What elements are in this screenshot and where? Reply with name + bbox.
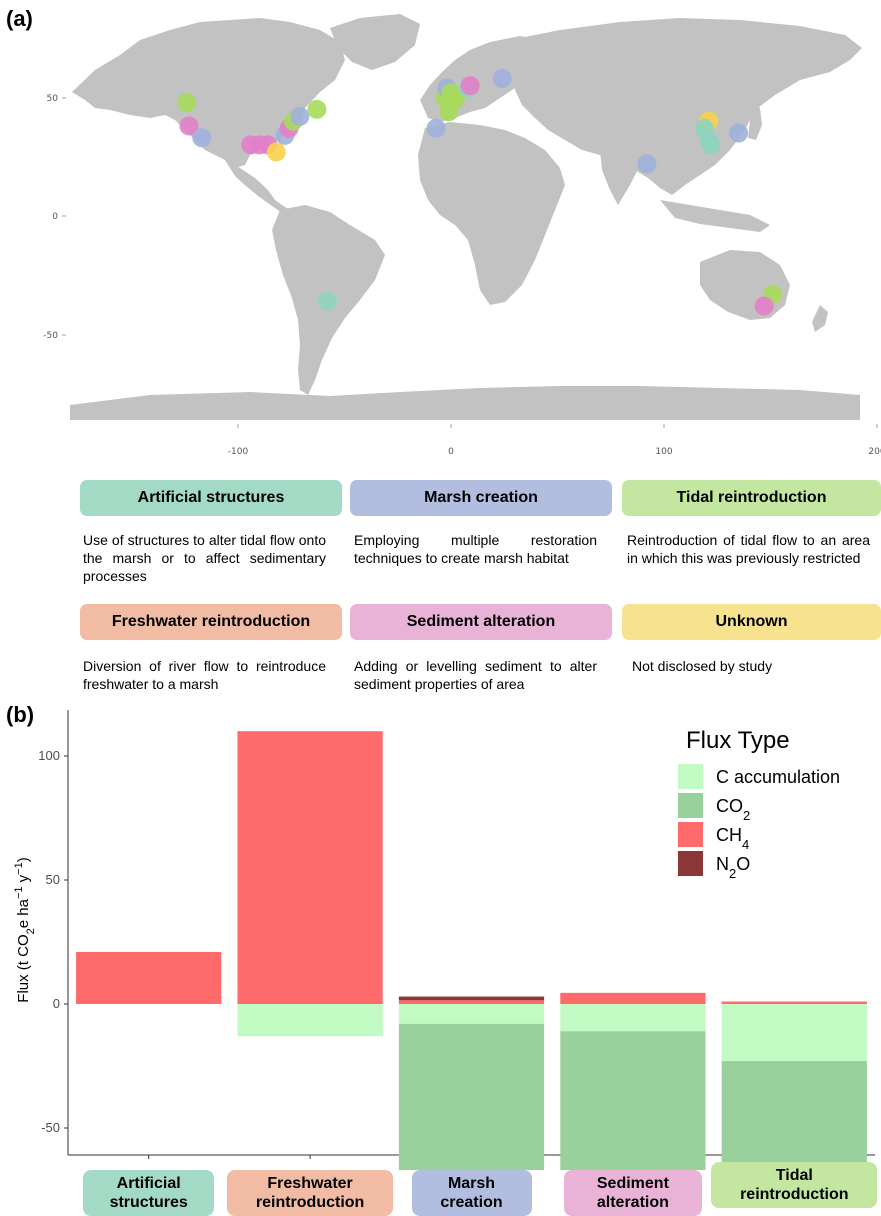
land-masses bbox=[70, 14, 862, 420]
map-ytick-50: 50 bbox=[47, 94, 59, 104]
legend-label: CH4 bbox=[716, 825, 749, 852]
category-sediment-alteration: Sediment alteration bbox=[350, 604, 612, 640]
chart-bars bbox=[76, 731, 867, 1170]
site-point-sediment bbox=[754, 296, 774, 316]
flux-bar-chart: -50 0 50 100 Flux (t CO2e ha−1 y−1) Flux Ty… bbox=[13, 710, 875, 1170]
panel-a-label: (a) bbox=[6, 6, 33, 31]
x-category-label: Freshwater reintroduction bbox=[227, 1170, 394, 1216]
north-america-landmass bbox=[72, 18, 345, 168]
y-tick-label: 100 bbox=[38, 748, 60, 763]
category-unknown: Unknown bbox=[622, 604, 881, 640]
y-tick-label: 0 bbox=[53, 996, 60, 1011]
central-america-landmass bbox=[225, 160, 290, 215]
x-category-label: Marsh creation bbox=[411, 1170, 532, 1216]
site-point-unknown bbox=[266, 142, 286, 162]
category-marsh-creation: Marsh creation bbox=[350, 480, 612, 516]
bar-segment bbox=[560, 1031, 706, 1170]
legend-label: N2O bbox=[716, 854, 750, 881]
legend-swatch bbox=[678, 822, 703, 847]
map-xtick-100: 100 bbox=[655, 447, 672, 457]
bar-segment bbox=[721, 1061, 867, 1170]
map-xtick-0: 0 bbox=[448, 447, 454, 457]
desc-freshwater-reintroduction: Diversion of river flow to reintroduce f… bbox=[83, 658, 326, 692]
map-xtick-neg100: -100 bbox=[228, 447, 249, 457]
legend-swatch bbox=[678, 851, 703, 876]
antarctica-landmass bbox=[70, 386, 860, 420]
x-category-label: Sediment alteration bbox=[563, 1170, 702, 1216]
bar-segment bbox=[560, 992, 706, 1004]
y-tick-label: -50 bbox=[41, 1120, 60, 1135]
bar-segment bbox=[398, 1004, 545, 1024]
india-landmass bbox=[600, 150, 640, 205]
site-point-artificial bbox=[701, 135, 721, 155]
bar-segment bbox=[398, 1000, 545, 1004]
site-point-tidal bbox=[177, 92, 197, 112]
bar-segment bbox=[398, 996, 545, 1001]
site-point-sediment bbox=[179, 116, 199, 136]
site-point-marsh bbox=[492, 69, 512, 89]
x-category-label: Tidal reintroduction bbox=[711, 1162, 878, 1208]
category-freshwater-reintroduction: Freshwater reintroduction bbox=[80, 604, 342, 640]
category-tidal-reintroduction: Tidal reintroduction bbox=[622, 480, 881, 516]
legend-label: C accumulation bbox=[716, 767, 840, 787]
desc-unknown: Not disclosed by study bbox=[632, 658, 773, 674]
australia-landmass bbox=[700, 250, 790, 320]
africa-landmass bbox=[418, 122, 565, 305]
site-point-marsh bbox=[729, 123, 749, 143]
map-x-axis: -100 0 100 200 bbox=[228, 424, 881, 457]
bar-segment bbox=[76, 951, 222, 1004]
site-point-artificial bbox=[317, 291, 337, 311]
legend-swatch bbox=[678, 793, 703, 818]
world-map: 50 0 -50 -100 0 100 200 bbox=[43, 14, 881, 457]
site-point-tidal bbox=[439, 102, 459, 122]
japan-landmass bbox=[748, 100, 762, 140]
map-y-axis: 50 0 -50 bbox=[43, 94, 66, 341]
greenland-landmass bbox=[330, 14, 420, 70]
legend-swatch bbox=[678, 764, 703, 789]
map-ytick-0: 0 bbox=[52, 212, 58, 222]
legend-title: Flux Type bbox=[686, 727, 790, 754]
desc-tidal-reintroduction: Reintroduction of tidal flow to an area … bbox=[627, 532, 870, 566]
site-point-marsh bbox=[637, 154, 657, 174]
desc-marsh-creation: Employing multiple restoration technique… bbox=[354, 532, 597, 566]
bar-segment bbox=[398, 1023, 545, 1170]
bar-segment bbox=[237, 1004, 383, 1037]
x-category-label: Artificial structures bbox=[83, 1170, 215, 1216]
bar-segment bbox=[237, 731, 383, 1004]
category-artificial-structures: Artificial structures bbox=[80, 480, 342, 516]
panel-b-label: (b) bbox=[6, 702, 35, 727]
site-point-marsh bbox=[192, 128, 212, 148]
study-site-points bbox=[177, 69, 783, 316]
map-xtick-200: 200 bbox=[868, 447, 881, 457]
bar-segment bbox=[560, 1004, 706, 1032]
site-point-marsh bbox=[290, 106, 310, 126]
y-tick-label: 50 bbox=[46, 872, 60, 887]
site-point-marsh bbox=[426, 118, 446, 138]
desc-artificial-structures: Use of structures to alter tidal flow on… bbox=[83, 532, 326, 584]
desc-sediment-alteration: Adding or levelling sediment to alter se… bbox=[354, 658, 597, 692]
indonesia-landmass bbox=[660, 200, 770, 232]
bar-segment bbox=[721, 1004, 867, 1062]
legend-label: CO2 bbox=[716, 796, 750, 823]
map-ytick-neg50: -50 bbox=[43, 331, 58, 341]
y-axis-label: Flux (t CO2e ha−1 y−1) bbox=[13, 857, 37, 1002]
new-zealand-landmass bbox=[812, 305, 828, 332]
site-point-tidal bbox=[307, 99, 327, 119]
site-point-sediment bbox=[460, 76, 480, 96]
bar-segment bbox=[721, 1001, 867, 1004]
asia-landmass bbox=[510, 18, 862, 195]
